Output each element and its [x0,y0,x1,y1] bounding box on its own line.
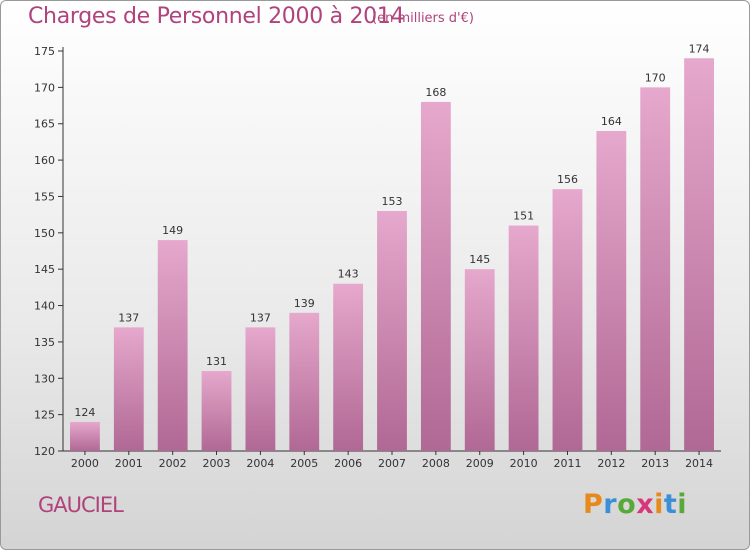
x-tick-label: 2007 [378,457,406,470]
bar [333,283,364,451]
bar [464,269,495,451]
chart-subtitle: (en milliers d'€) [372,11,474,26]
bar [420,101,451,451]
bar-value-label: 143 [338,268,359,281]
bar-value-label: 139 [294,297,315,310]
bar-value-label: 149 [162,224,183,237]
bar-value-label: 174 [689,42,710,55]
y-tick-label: 130 [34,372,55,385]
bar-value-label: 168 [425,86,446,99]
x-tick-label: 2006 [334,457,362,470]
bar [289,312,320,451]
x-tick-label: 2000 [71,457,99,470]
x-tick-label: 2008 [422,457,450,470]
logo-letter: x [636,489,655,520]
chart-bars: 124 137 149 131 137 139 143 153 168 145 151 156 164 1… [70,42,714,451]
y-tick-label: 120 [34,445,55,458]
bar [640,87,671,451]
y-tick-label: 160 [34,154,55,167]
bar-value-label: 156 [557,173,578,186]
x-tick-label: 2012 [597,457,625,470]
y-tick-label: 155 [34,190,55,203]
x-tick-label: 2002 [159,457,187,470]
logo-letter: i [677,489,688,520]
x-tick-label: 2011 [553,457,581,470]
bar-value-label: 151 [513,210,534,223]
bar [201,371,232,451]
bar-value-label: 153 [382,195,403,208]
logo-letter: t [663,489,678,520]
x-tick-label: 2009 [466,457,494,470]
bar [377,211,407,451]
bar-value-label: 137 [118,311,139,324]
bar-value-label: 131 [206,355,227,368]
x-tick-label: 2013 [641,457,669,470]
bar [157,240,188,451]
proxiti-logo[interactable]: Proxiti [583,489,687,520]
commune-name: GAUCIEL [38,493,124,517]
x-tick-label: 2005 [290,457,318,470]
bar-value-label: 137 [250,311,271,324]
bar [508,225,539,451]
logo-letter: i [654,489,664,520]
bar-value-label: 170 [645,71,666,84]
x-tick-label: 2001 [115,457,143,470]
bar [684,58,714,451]
y-tick-label: 145 [34,263,55,276]
bar-value-label: 124 [74,406,95,419]
chart-axes: 120 125 130 135 140 145 150 155 160 165 170 175 2000… [34,45,721,470]
y-tick-label: 135 [34,336,55,349]
y-tick-label: 150 [34,227,55,240]
x-tick-label: 2003 [203,457,231,470]
x-tick-label: 2010 [510,457,538,470]
x-tick-label: 2004 [246,457,274,470]
y-tick-label: 175 [34,45,55,58]
chart-title: Charges de Personnel 2000 à 2014 [28,4,405,29]
bar [113,327,144,451]
y-tick-label: 165 [34,118,55,131]
x-tick-label: 2014 [685,457,713,470]
bar [552,189,583,451]
bar-value-label: 145 [469,253,490,266]
bar [70,421,100,451]
bar [596,131,627,451]
y-tick-label: 125 [34,409,55,422]
logo-letter: r [603,489,618,520]
bar-value-label: 164 [601,115,622,128]
bar [245,327,276,451]
y-tick-label: 140 [34,300,55,313]
logo-letter: P [583,489,604,520]
logo-letter: o [617,489,637,520]
y-tick-label: 170 [34,81,55,94]
